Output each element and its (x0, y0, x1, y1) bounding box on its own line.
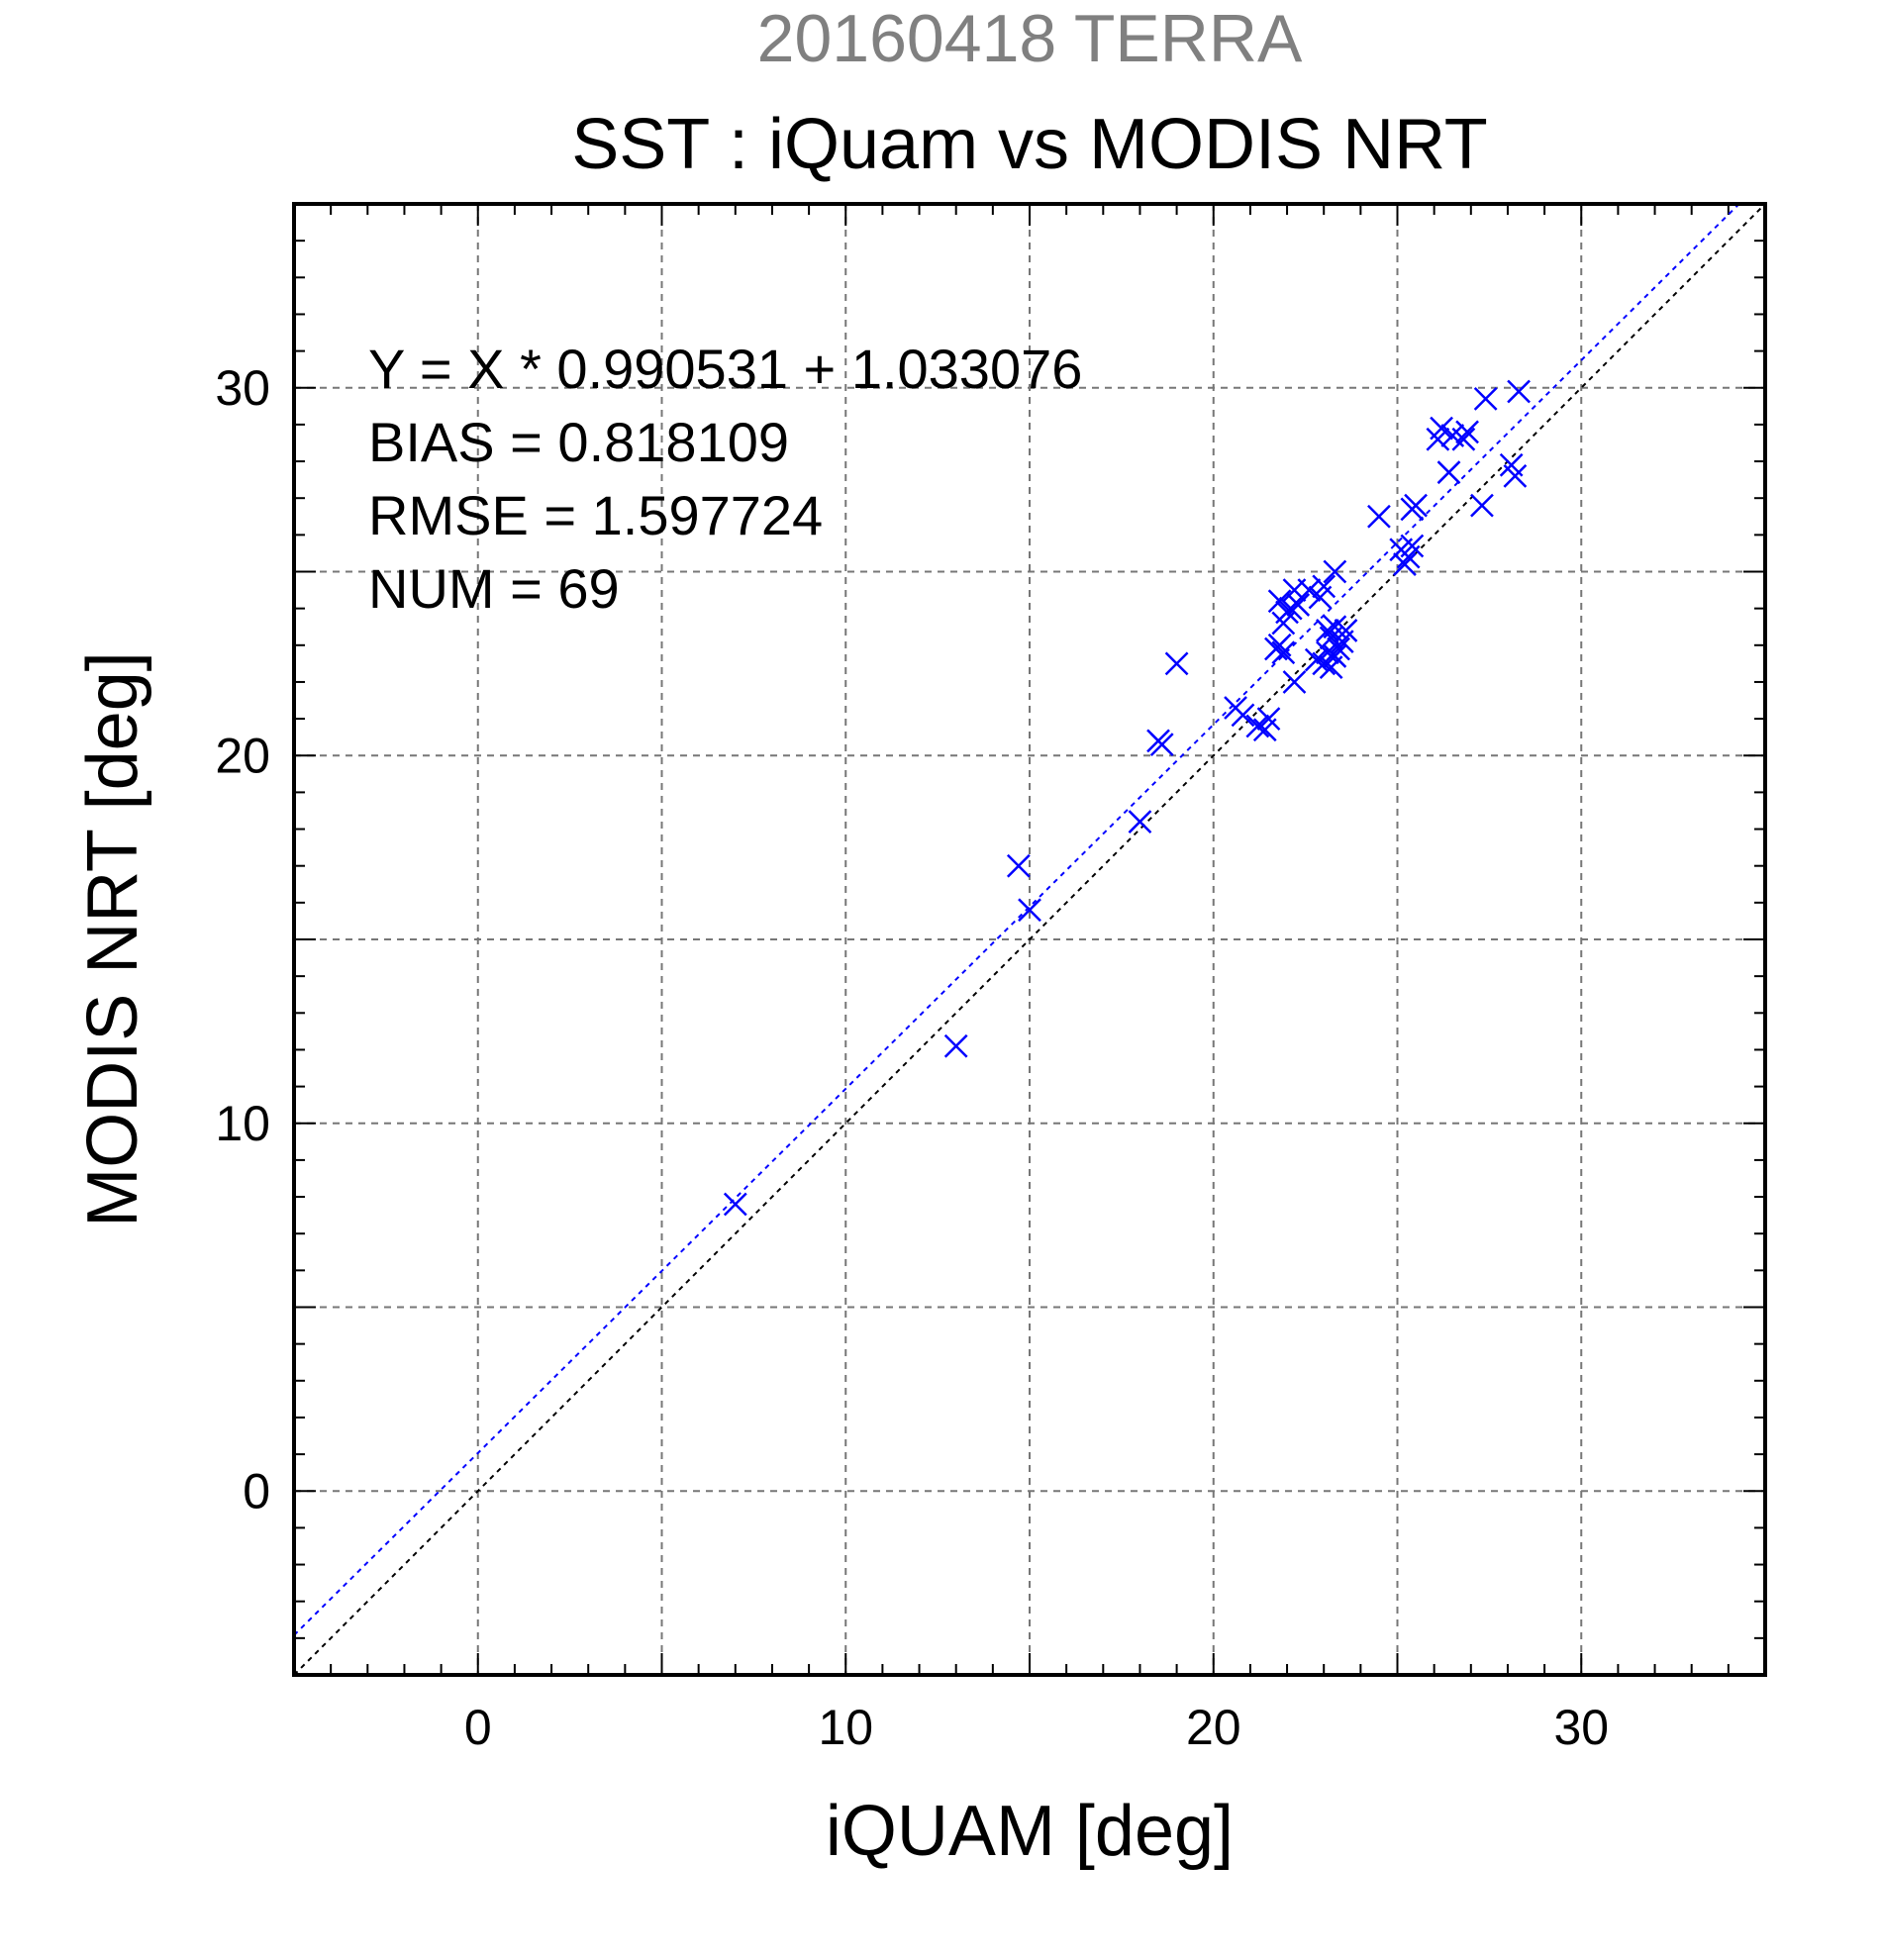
data-point (1473, 387, 1498, 411)
stats-bias: BIAS = 0.818109 (368, 411, 789, 473)
data-point (1430, 416, 1453, 441)
data-point (1231, 703, 1255, 728)
data-point (943, 1033, 968, 1058)
y-axis-label: MODIS NRT [deg] (73, 651, 152, 1227)
data-points (723, 379, 1531, 1217)
data-point (1436, 460, 1461, 485)
data-point (1312, 574, 1336, 599)
stats-box: Y = X * 0.990531 + 1.033076 BIAS = 0.818… (368, 338, 1082, 620)
x-tick-label: 10 (818, 1700, 873, 1755)
data-point (1297, 578, 1322, 602)
stats-num: NUM = 69 (368, 557, 620, 620)
stats-equation: Y = X * 0.990531 + 1.033076 (368, 338, 1082, 400)
data-point (1334, 619, 1358, 642)
data-point (1128, 810, 1152, 834)
chart-title: 20160418 TERRA (757, 1, 1303, 76)
data-point (1507, 379, 1531, 404)
x-tick-label: 20 (1186, 1700, 1241, 1755)
data-point (1271, 640, 1296, 665)
data-point (1018, 898, 1041, 923)
data-point (1323, 644, 1347, 668)
data-point (1267, 589, 1292, 614)
data-point (1451, 427, 1476, 451)
identity-line (294, 204, 1765, 1675)
data-point (1327, 637, 1350, 661)
data-point (1256, 707, 1281, 731)
data-point (723, 1192, 747, 1217)
x-tick-label: 0 (464, 1700, 492, 1755)
y-tick-label: 0 (243, 1463, 270, 1519)
data-point (1245, 714, 1270, 738)
y-tick-label: 30 (215, 360, 270, 416)
data-point (1006, 853, 1031, 878)
y-tick-label: 10 (215, 1096, 270, 1151)
data-point (1164, 651, 1189, 676)
stats-rmse: RMSE = 1.597724 (368, 484, 823, 546)
tick-labels: 0 10 20 30 0 10 20 30 (215, 360, 1609, 1755)
y-tick-label: 20 (215, 728, 270, 783)
chart-subtitle: SST : iQuam vs MODIS NRT (571, 105, 1488, 184)
data-point (1278, 596, 1303, 621)
data-point (1503, 464, 1528, 488)
plot-frame (292, 202, 1767, 1677)
data-point (1470, 493, 1494, 518)
data-point (1323, 559, 1347, 584)
regression-fit-line (294, 204, 1741, 1636)
data-point (1267, 633, 1292, 657)
data-point (1393, 552, 1417, 576)
data-point (1400, 534, 1425, 558)
data-point (1149, 733, 1174, 756)
x-axis-label: iQUAM [deg] (826, 1792, 1234, 1871)
data-point (1286, 593, 1311, 617)
data-point (1282, 670, 1307, 694)
data-point (1455, 420, 1479, 444)
data-point (1316, 619, 1339, 642)
data-point (1404, 493, 1428, 518)
grid (294, 204, 1765, 1675)
x-tick-label: 30 (1553, 1700, 1609, 1755)
data-point (1304, 647, 1329, 672)
data-point (1367, 504, 1391, 529)
